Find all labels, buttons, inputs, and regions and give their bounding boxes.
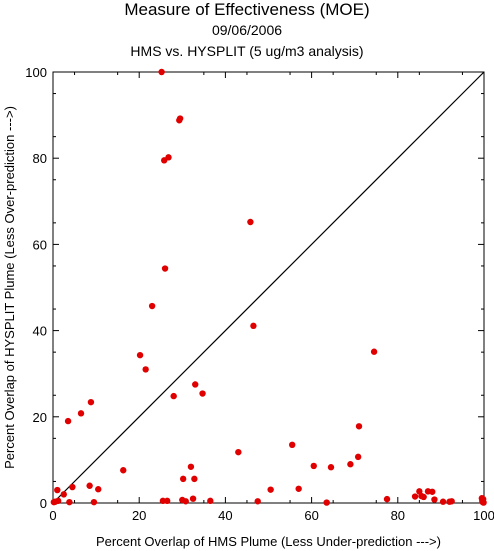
chart-subtitle: HMS vs. HYSPLIT (5 ug/m3 analysis): [130, 43, 364, 59]
data-point: [355, 423, 363, 430]
x-tick-label: 20: [132, 508, 146, 523]
data-point: [69, 483, 76, 491]
data-point: [439, 498, 447, 505]
chart-date: 09/06/2006: [211, 22, 283, 38]
data-point: [254, 498, 261, 505]
data-point: [77, 410, 85, 417]
data-point: [189, 495, 197, 502]
y-axis-label: Percent Overlap of HYSPLIT Plume (Less O…: [2, 106, 17, 469]
data-point: [54, 486, 61, 494]
data-point: [161, 265, 169, 272]
x-tick-label: 100: [473, 508, 494, 523]
data-point: [354, 453, 362, 461]
data-point: [247, 218, 254, 226]
data-point: [164, 497, 171, 505]
data-point: [429, 488, 436, 495]
data-point: [191, 475, 198, 483]
data-point: [267, 486, 274, 493]
data-point: [179, 475, 187, 483]
y-tick-label: 60: [33, 237, 47, 252]
data-point: [176, 115, 184, 122]
chart-title: Measure of Effectiveness (MOE): [124, 0, 370, 19]
data-point: [148, 302, 156, 310]
data-point: [327, 464, 335, 471]
data-point: [64, 417, 72, 425]
x-tick-label: 60: [304, 508, 318, 523]
data-point: [86, 482, 93, 489]
y-tick-label: 20: [33, 410, 47, 425]
data-point: [158, 68, 165, 76]
data-point: [182, 498, 189, 505]
data-point: [431, 496, 438, 503]
data-point: [207, 497, 214, 505]
one-to-one-line: [52, 71, 485, 504]
data-point: [370, 348, 378, 355]
data-point: [310, 462, 317, 470]
data-point: [347, 461, 354, 468]
x-tick-label: 40: [218, 508, 232, 523]
data-point: [87, 398, 95, 406]
y-tick-label: 0: [40, 496, 47, 511]
data-point: [383, 495, 391, 503]
data-point: [250, 322, 257, 330]
data-point: [120, 467, 127, 474]
data-point: [289, 441, 296, 449]
data-point: [142, 366, 149, 373]
data-point: [235, 448, 242, 456]
data-point: [187, 463, 195, 470]
plot-frame: [52, 71, 485, 504]
data-point: [448, 498, 455, 505]
data-point: [54, 497, 62, 505]
data-point: [295, 485, 302, 492]
data-point: [192, 381, 199, 388]
data-point: [95, 486, 102, 493]
data-point: [90, 498, 98, 506]
data-point: [411, 493, 419, 500]
axes: 0 20 40 60 80 100 0 20 40 60 80 100: [25, 65, 494, 523]
data-point: [60, 491, 67, 498]
data-point: [480, 499, 487, 506]
data-point: [165, 154, 172, 161]
data-points: [50, 68, 487, 506]
x-tick-label: 0: [49, 508, 56, 523]
data-point: [199, 390, 206, 397]
data-point: [420, 493, 427, 501]
y-tick-label: 100: [25, 65, 47, 80]
y-tick-label: 40: [33, 324, 47, 339]
x-axis-label: Percent Overlap of HMS Plume (Less Under…: [96, 534, 441, 549]
data-point: [170, 392, 177, 400]
x-tick-label: 80: [391, 508, 405, 523]
y-tick-label: 80: [33, 151, 47, 166]
data-point: [136, 351, 144, 359]
data-point: [66, 498, 73, 506]
data-point: [323, 499, 330, 506]
